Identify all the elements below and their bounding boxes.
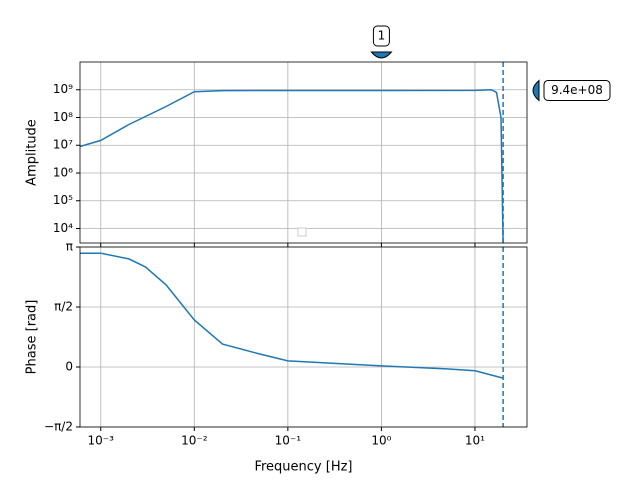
x-tick-label: 10¹ [465,434,485,448]
y-tick-label: 10⁹ [53,82,73,96]
empty-legend [297,227,307,237]
axes-frame [79,61,528,244]
annotation-marker [532,79,540,102]
x-tick-label: 10⁻¹ [275,434,302,448]
annotation-label: 1 [378,29,386,43]
y-axis-label: Amplitude [25,119,40,186]
annotation-marker [370,51,393,59]
annotation-box [543,79,611,101]
y-tick-label: 10⁵ [53,193,73,207]
x-tick-label: 10⁻² [181,434,208,448]
x-axis-label: Frequency [Hz] [254,460,352,475]
y-tick-label: 10⁷ [53,138,73,152]
y-tick-label: π/2 [54,300,73,314]
x-tick-label: 10⁻³ [88,434,115,448]
y-tick-label: −π/2 [44,420,73,434]
x-tick-label: 10⁰ [371,434,391,448]
y-tick-label: 10⁸ [53,110,73,124]
y-tick-label: 0 [65,360,73,374]
series-line [80,252,504,379]
axes-frame [79,246,528,428]
y-tick-label: π [66,240,73,254]
annotation-box [372,25,390,47]
annotation-label: 9.4e+08 [551,83,603,97]
y-axis-label: Phase [rad] [25,300,40,375]
series-line [79,88,504,244]
y-tick-label: 10⁴ [53,221,73,235]
y-tick-label: 10⁶ [53,165,73,179]
